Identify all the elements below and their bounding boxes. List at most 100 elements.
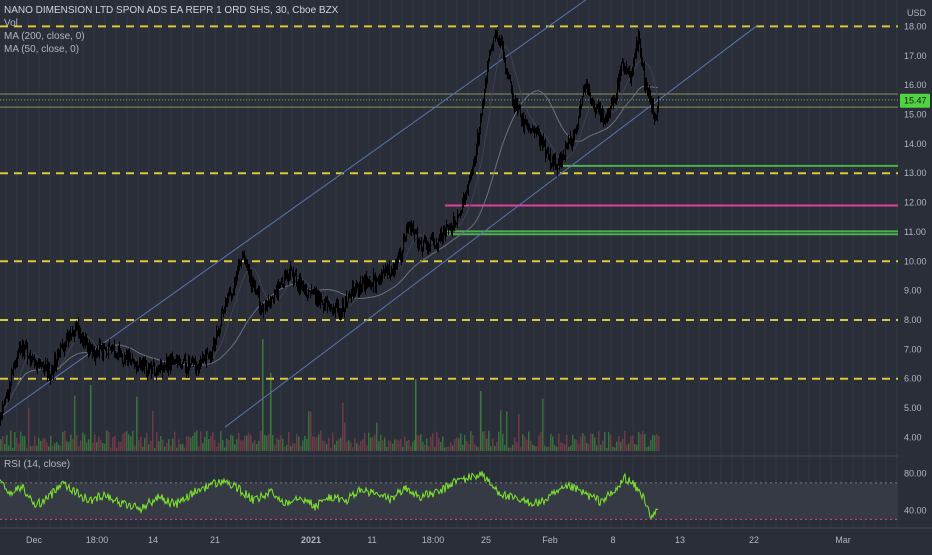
volume-bar xyxy=(270,373,272,451)
volume-bar xyxy=(108,431,110,451)
volume-bar xyxy=(260,430,262,451)
volume-bar xyxy=(152,410,154,451)
volume-bar xyxy=(2,436,4,451)
volume-bar xyxy=(302,440,304,451)
volume-bar xyxy=(552,436,554,451)
volume-bar xyxy=(98,436,100,451)
volume-bar xyxy=(418,435,420,451)
volume-bar xyxy=(116,447,118,451)
volume-bar xyxy=(576,439,578,451)
volume-bar xyxy=(428,445,430,451)
volume-bar xyxy=(608,431,610,451)
volume-bar xyxy=(32,445,34,451)
volume-bar xyxy=(600,444,602,451)
currency-label[interactable]: USD xyxy=(907,8,927,18)
channel-line[interactable] xyxy=(224,24,759,428)
rsi-legend[interactable]: RSI (14, close) xyxy=(4,459,71,470)
volume-bar xyxy=(82,432,84,451)
volume-bar xyxy=(624,430,626,451)
volume-bar xyxy=(204,436,206,451)
volume-bar xyxy=(110,447,112,451)
volume-bar xyxy=(348,440,350,451)
volume-bar xyxy=(12,447,14,451)
volume-bar xyxy=(536,446,538,451)
volume-bar xyxy=(444,447,446,451)
volume-bar xyxy=(124,432,126,451)
volume-bar xyxy=(390,441,392,451)
volume-bar xyxy=(430,436,432,451)
volume-bar xyxy=(190,437,192,451)
volume-bar xyxy=(52,445,54,451)
rsi-tick-label: 40.00 xyxy=(904,505,927,515)
volume-bar xyxy=(198,446,200,451)
volume-bar xyxy=(412,441,414,451)
volume-bar xyxy=(610,435,612,451)
volume-bar xyxy=(218,442,220,451)
volume-bar xyxy=(414,440,416,451)
volume-bar xyxy=(306,438,308,451)
volume-bar xyxy=(86,442,88,451)
volume-bar xyxy=(408,439,410,451)
time-tick-label: 18:00 xyxy=(86,535,109,545)
time-tick-label: 13 xyxy=(675,535,685,545)
volume-bar xyxy=(466,441,468,451)
volume-bar xyxy=(150,440,152,451)
legend-ma50[interactable]: MA (50, close, 0) xyxy=(4,44,80,55)
volume-bar xyxy=(410,446,412,451)
zone-lines[interactable] xyxy=(445,164,898,236)
volume-bar xyxy=(574,439,576,451)
volume-bar xyxy=(644,434,646,451)
volume-bar xyxy=(568,446,570,451)
volume-bar xyxy=(604,431,606,451)
price-axis[interactable]: USD 18.00 17.00 16.00 15.00 14.00 13.00 12.00 11… xyxy=(898,0,932,528)
volume-bars xyxy=(0,339,660,451)
volume-bar xyxy=(578,443,580,451)
volume-bar xyxy=(70,434,72,451)
time-tick-label: 22 xyxy=(749,535,759,545)
volume-bar xyxy=(156,431,158,451)
volume-bar xyxy=(656,434,658,451)
volume-bar xyxy=(546,446,548,451)
volume-bar xyxy=(178,439,180,451)
volume-bar xyxy=(532,444,534,451)
volume-bar xyxy=(342,402,344,451)
chart-title[interactable]: NANO DIMENSION LTD SPON ADS EA REPR 1 OR… xyxy=(4,5,339,16)
volume-bar xyxy=(8,445,10,451)
volume-bar xyxy=(516,442,518,451)
legend-ma200[interactable]: MA (200, close, 0) xyxy=(4,31,85,42)
volume-bar xyxy=(358,445,360,451)
volume-bar xyxy=(170,445,172,451)
volume-bar xyxy=(248,432,250,451)
price-tick-label: 11.00 xyxy=(904,227,926,237)
volume-bar xyxy=(592,433,594,451)
volume-bar xyxy=(282,438,284,451)
last-price-badge[interactable] xyxy=(900,93,930,108)
volume-bar xyxy=(632,435,634,451)
legend-volume[interactable]: Vol xyxy=(4,18,18,29)
volume-bar xyxy=(104,443,106,451)
volume-bar xyxy=(304,435,306,451)
volume-bar xyxy=(30,446,32,451)
volume-bar xyxy=(446,446,448,451)
volume-bar xyxy=(570,445,572,451)
volume-bar xyxy=(500,410,502,451)
volume-bar xyxy=(460,433,462,451)
volume-bar xyxy=(622,438,624,451)
volume-bar xyxy=(580,436,582,451)
price-tick-label: 15.00 xyxy=(904,110,927,120)
volume-bar xyxy=(406,440,408,451)
price-tick-label: 9.00 xyxy=(904,286,922,296)
volume-bar xyxy=(298,436,300,451)
volume-bar xyxy=(142,446,144,451)
volume-bar xyxy=(350,442,352,451)
volume-bar xyxy=(542,398,544,451)
volume-bar xyxy=(316,437,318,451)
volume-bar xyxy=(24,436,26,451)
volume-bar xyxy=(388,440,390,451)
volume-bar xyxy=(26,447,28,451)
horizontal-levels[interactable] xyxy=(0,25,898,380)
time-axis[interactable]: Dec 18:00 14 21 2021 11 18:00 25 Feb 8 13 22 Mar xyxy=(0,527,932,545)
volume-bar xyxy=(318,434,320,451)
